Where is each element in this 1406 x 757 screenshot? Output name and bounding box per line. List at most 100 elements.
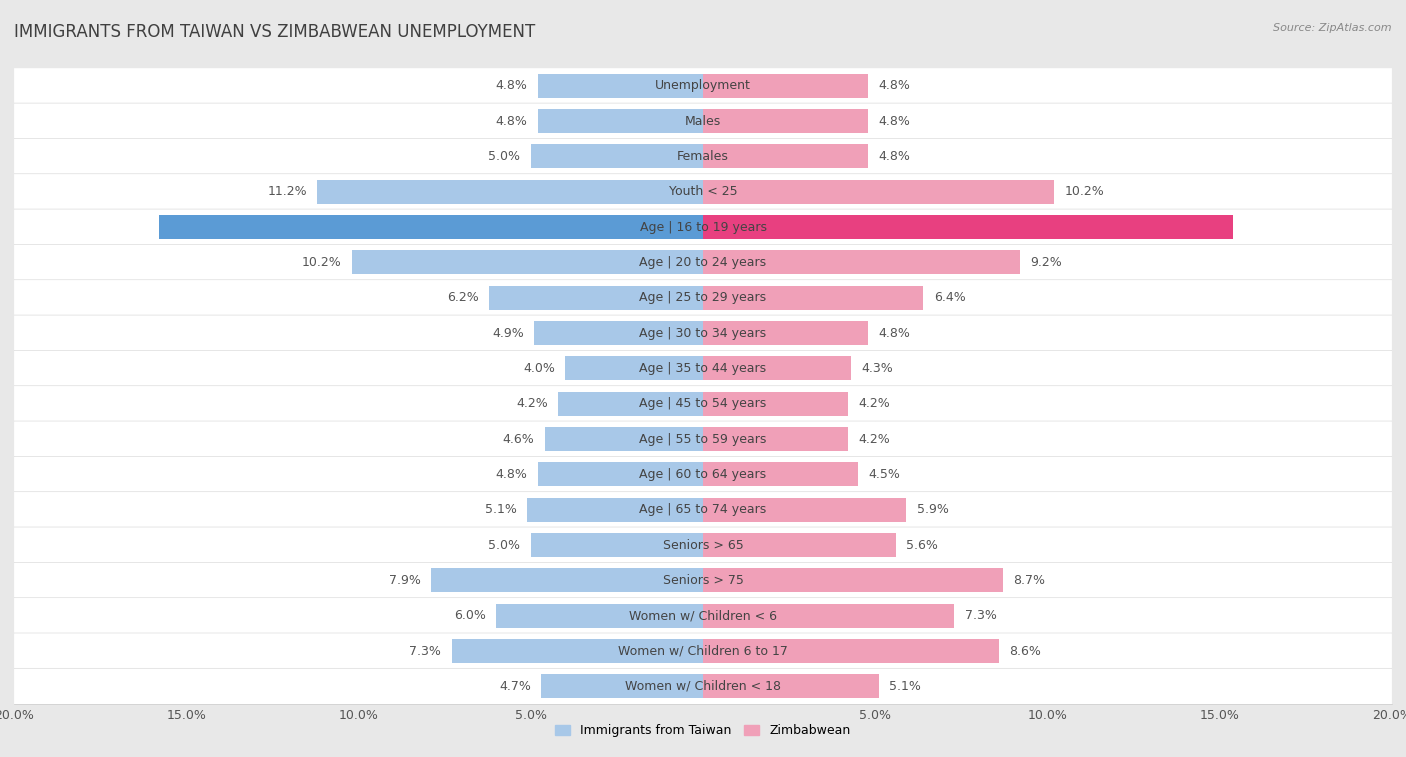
Text: Unemployment: Unemployment xyxy=(655,79,751,92)
FancyBboxPatch shape xyxy=(14,350,1392,386)
Text: 8.6%: 8.6% xyxy=(1010,644,1042,658)
FancyBboxPatch shape xyxy=(14,527,1392,563)
FancyBboxPatch shape xyxy=(14,103,1392,139)
Text: Age | 25 to 29 years: Age | 25 to 29 years xyxy=(640,291,766,304)
Bar xyxy=(703,321,869,345)
Bar xyxy=(159,215,703,239)
Text: 4.5%: 4.5% xyxy=(869,468,900,481)
Text: 4.8%: 4.8% xyxy=(879,79,911,92)
Text: 10.2%: 10.2% xyxy=(1064,185,1105,198)
Bar xyxy=(537,463,703,487)
Text: Age | 20 to 24 years: Age | 20 to 24 years xyxy=(640,256,766,269)
Text: Age | 16 to 19 years: Age | 16 to 19 years xyxy=(640,220,766,234)
Text: 4.8%: 4.8% xyxy=(495,79,527,92)
Text: 5.9%: 5.9% xyxy=(917,503,949,516)
Bar xyxy=(558,391,703,416)
Text: 4.0%: 4.0% xyxy=(523,362,555,375)
FancyBboxPatch shape xyxy=(14,633,1392,669)
Text: Age | 65 to 74 years: Age | 65 to 74 years xyxy=(640,503,766,516)
Bar xyxy=(703,391,848,416)
Bar xyxy=(703,497,907,522)
Bar xyxy=(537,109,703,133)
Bar xyxy=(703,109,869,133)
Bar xyxy=(541,674,703,699)
Bar xyxy=(703,73,869,98)
FancyBboxPatch shape xyxy=(14,209,1392,245)
Text: 5.1%: 5.1% xyxy=(485,503,517,516)
Bar xyxy=(496,603,703,628)
Text: Women w/ Children < 6: Women w/ Children < 6 xyxy=(628,609,778,622)
Text: 4.2%: 4.2% xyxy=(516,397,548,410)
Text: Source: ZipAtlas.com: Source: ZipAtlas.com xyxy=(1274,23,1392,33)
Text: 4.3%: 4.3% xyxy=(862,362,893,375)
FancyBboxPatch shape xyxy=(14,562,1392,598)
Text: 4.8%: 4.8% xyxy=(879,114,911,128)
Bar xyxy=(703,285,924,310)
Bar xyxy=(531,533,703,557)
Text: 8.7%: 8.7% xyxy=(1012,574,1045,587)
Text: 5.0%: 5.0% xyxy=(488,150,520,163)
Bar xyxy=(703,603,955,628)
Text: 7.9%: 7.9% xyxy=(388,574,420,587)
Text: 7.3%: 7.3% xyxy=(409,644,441,658)
Text: Seniors > 75: Seniors > 75 xyxy=(662,574,744,587)
Legend: Immigrants from Taiwan, Zimbabwean: Immigrants from Taiwan, Zimbabwean xyxy=(550,719,856,743)
Text: Age | 45 to 54 years: Age | 45 to 54 years xyxy=(640,397,766,410)
Bar xyxy=(703,357,851,381)
Text: 4.8%: 4.8% xyxy=(879,150,911,163)
Text: 5.0%: 5.0% xyxy=(488,538,520,552)
Bar xyxy=(537,73,703,98)
Text: 15.4%: 15.4% xyxy=(1244,220,1284,234)
Bar xyxy=(534,321,703,345)
FancyBboxPatch shape xyxy=(14,245,1392,280)
Text: Women w/ Children < 18: Women w/ Children < 18 xyxy=(626,680,780,693)
FancyBboxPatch shape xyxy=(14,68,1392,104)
Bar xyxy=(703,639,1000,663)
Text: Youth < 25: Youth < 25 xyxy=(669,185,737,198)
Text: 6.4%: 6.4% xyxy=(934,291,966,304)
FancyBboxPatch shape xyxy=(14,315,1392,351)
Text: Women w/ Children 6 to 17: Women w/ Children 6 to 17 xyxy=(619,644,787,658)
FancyBboxPatch shape xyxy=(14,492,1392,528)
Text: 4.8%: 4.8% xyxy=(495,468,527,481)
Bar xyxy=(531,145,703,169)
Bar xyxy=(489,285,703,310)
FancyBboxPatch shape xyxy=(14,598,1392,634)
Text: 5.1%: 5.1% xyxy=(889,680,921,693)
Text: Age | 60 to 64 years: Age | 60 to 64 years xyxy=(640,468,766,481)
FancyBboxPatch shape xyxy=(14,421,1392,457)
Text: Age | 35 to 44 years: Age | 35 to 44 years xyxy=(640,362,766,375)
Bar xyxy=(703,251,1019,275)
Text: 11.2%: 11.2% xyxy=(267,185,307,198)
Bar xyxy=(544,427,703,451)
Text: 4.8%: 4.8% xyxy=(495,114,527,128)
Text: Seniors > 65: Seniors > 65 xyxy=(662,538,744,552)
FancyBboxPatch shape xyxy=(14,280,1392,316)
Bar xyxy=(430,569,703,593)
Bar xyxy=(318,179,703,204)
Text: Males: Males xyxy=(685,114,721,128)
Text: 4.8%: 4.8% xyxy=(879,326,911,340)
Text: IMMIGRANTS FROM TAIWAN VS ZIMBABWEAN UNEMPLOYMENT: IMMIGRANTS FROM TAIWAN VS ZIMBABWEAN UNE… xyxy=(14,23,536,41)
Text: Age | 55 to 59 years: Age | 55 to 59 years xyxy=(640,432,766,446)
Text: 4.9%: 4.9% xyxy=(492,326,524,340)
Text: 6.2%: 6.2% xyxy=(447,291,479,304)
Text: 15.8%: 15.8% xyxy=(108,220,149,234)
FancyBboxPatch shape xyxy=(14,668,1392,704)
Bar xyxy=(703,145,869,169)
Bar xyxy=(451,639,703,663)
Text: 4.2%: 4.2% xyxy=(858,432,890,446)
Text: 4.6%: 4.6% xyxy=(502,432,534,446)
Text: 5.6%: 5.6% xyxy=(907,538,938,552)
Text: 4.2%: 4.2% xyxy=(858,397,890,410)
Text: Females: Females xyxy=(678,150,728,163)
Bar xyxy=(703,179,1054,204)
Bar xyxy=(703,533,896,557)
Bar xyxy=(352,251,703,275)
FancyBboxPatch shape xyxy=(14,456,1392,492)
Text: 9.2%: 9.2% xyxy=(1031,256,1062,269)
Bar xyxy=(565,357,703,381)
Text: 6.0%: 6.0% xyxy=(454,609,486,622)
Bar xyxy=(703,674,879,699)
Bar xyxy=(703,569,1002,593)
